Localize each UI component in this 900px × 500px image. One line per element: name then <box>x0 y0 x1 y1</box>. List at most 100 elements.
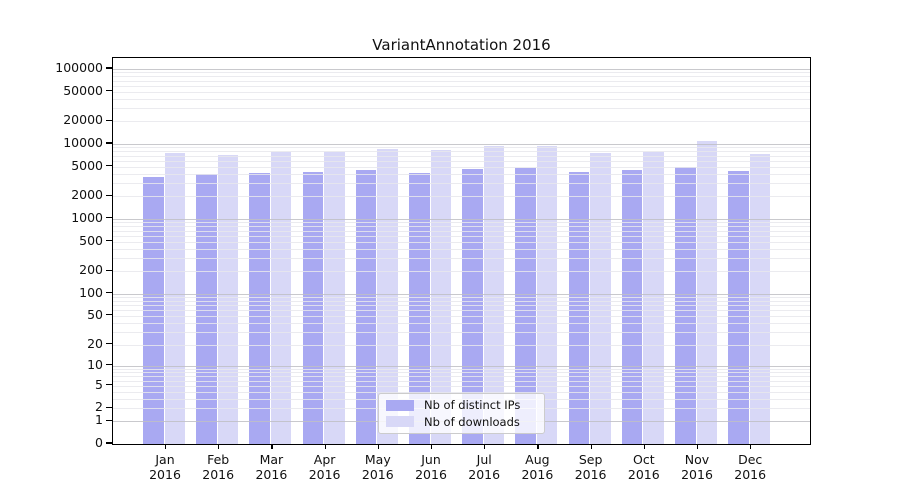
bar-distinct-ips-dec <box>728 170 749 444</box>
month-label: Aug <box>525 452 550 467</box>
x-tick-mark <box>537 444 539 449</box>
x-tick-mark <box>484 444 486 449</box>
y-tick-label: 1000 <box>71 209 103 225</box>
y-tick-label: 100000 <box>55 60 103 75</box>
month-label: Jun <box>421 452 441 467</box>
legend-label-downloads: Nb of downloads <box>424 414 520 429</box>
bar-downloads-dec <box>749 153 771 444</box>
month-label: Oct <box>632 452 655 467</box>
x-tick-mark <box>218 444 220 449</box>
month-label: Apr <box>313 452 336 467</box>
x-tick-label-feb: Feb 2016 <box>186 452 250 482</box>
y-tick-label: 20000 <box>63 112 103 128</box>
y-tick-label: 100 <box>79 284 103 300</box>
year-label: 2016 <box>627 467 660 482</box>
x-tick-mark <box>324 444 326 449</box>
bar-distinct-ips-sep <box>568 171 590 444</box>
bar-distinct-ips-may <box>355 170 377 444</box>
bar-distinct-ips-aug <box>515 168 536 444</box>
bar-distinct-ips-nov <box>675 166 696 444</box>
year-label: 2016 <box>681 467 713 482</box>
year-label: 2016 <box>734 467 767 482</box>
y-tick-label: 2 <box>95 399 103 415</box>
bar-distinct-ips-mar <box>249 172 270 444</box>
x-tick-label-sep: Sep 2016 <box>559 452 623 482</box>
month-label: Mar <box>259 452 284 467</box>
year-label: 2016 <box>468 467 501 482</box>
y-tick-mark <box>106 406 112 408</box>
x-tick-mark <box>271 444 273 449</box>
x-tick-label-nov: Nov 2016 <box>665 452 729 482</box>
legend-label-distinct-ips: Nb of distinct IPs <box>424 398 521 413</box>
y-tick-label: 20 <box>87 335 103 351</box>
bar-downloads-jun <box>430 150 451 444</box>
y-tick-label: 2000 <box>71 187 103 203</box>
y-tick-mark <box>106 119 112 121</box>
x-tick-label-jan: Jan 2016 <box>133 452 197 482</box>
chart-title: VariantAnnotation 2016 <box>372 36 551 54</box>
y-tick-label: 10000 <box>63 135 103 150</box>
year-label: 2016 <box>149 467 181 482</box>
bar-downloads-apr <box>324 152 345 444</box>
y-tick-mark <box>106 164 112 167</box>
y-tick-label: 200 <box>79 262 103 278</box>
x-tick-mark <box>750 444 752 449</box>
bar-downloads-nov <box>696 140 717 444</box>
y-tick-mark <box>106 142 112 144</box>
x-tick-label-mar: Mar 2016 <box>239 452 303 482</box>
x-tick-mark <box>165 444 167 449</box>
y-tick-mark <box>106 217 112 219</box>
x-tick-mark <box>377 444 379 449</box>
y-tick-mark <box>106 343 112 345</box>
y-tick-mark <box>106 292 112 294</box>
legend-swatch-distinct-ips <box>386 399 414 411</box>
x-tick-label-aug: Aug 2016 <box>505 452 569 482</box>
bar-distinct-ips-jul <box>462 168 483 444</box>
x-tick-mark <box>590 444 592 449</box>
bars-layer <box>113 58 810 444</box>
y-tick-label: 0 <box>95 435 103 450</box>
month-label: Feb <box>207 452 230 467</box>
plot-area: Nb of distinct IPs Nb of downloads <box>112 57 811 445</box>
x-tick-mark <box>431 444 433 449</box>
y-tick-mark <box>106 442 112 444</box>
y-axis: 100000 50000 20000 10000 5000 2000 1000 500 200 1… <box>0 57 112 450</box>
year-label: 2016 <box>521 467 554 482</box>
y-tick-mark <box>106 314 112 316</box>
year-label: 2016 <box>255 467 288 482</box>
y-tick-label: 5 <box>95 376 103 392</box>
year-label: 2016 <box>308 467 341 482</box>
bar-distinct-ips-jun <box>409 173 430 444</box>
x-tick-label-may: May 2016 <box>346 452 410 482</box>
y-tick-mark <box>106 239 112 242</box>
month-label: Jul <box>476 452 492 467</box>
month-label: Dec <box>738 452 763 467</box>
legend-entry-downloads: Nb of downloads <box>385 415 538 429</box>
x-tick-label-jul: Jul 2016 <box>452 452 516 482</box>
month-label: Sep <box>578 452 603 467</box>
month-label: Nov <box>684 452 710 467</box>
month-label: Jan <box>155 452 175 467</box>
bar-distinct-ips-feb <box>196 174 217 444</box>
bar-distinct-ips-oct <box>621 170 643 444</box>
bar-downloads-feb <box>217 155 239 444</box>
bar-distinct-ips-jan <box>143 176 164 444</box>
y-tick-label: 50000 <box>63 82 103 98</box>
y-tick-mark <box>106 364 112 366</box>
y-tick-mark <box>106 269 112 271</box>
x-tick-mark <box>697 444 699 449</box>
legend-entry-distinct-ips: Nb of distinct IPs <box>385 398 538 412</box>
x-tick-label-apr: Apr 2016 <box>293 452 357 482</box>
y-tick-label: 10 <box>87 356 103 372</box>
bar-downloads-mar <box>270 152 292 444</box>
x-tick-label-oct: Oct 2016 <box>612 452 676 482</box>
bar-downloads-sep <box>590 152 611 444</box>
bar-distinct-ips-apr <box>302 171 324 444</box>
legend: Nb of distinct IPs Nb of downloads <box>378 393 545 434</box>
y-tick-label: 50 <box>87 306 103 322</box>
y-tick-mark <box>106 67 112 69</box>
y-tick-label: 500 <box>79 232 103 248</box>
y-tick-label: 5000 <box>71 157 103 173</box>
x-axis: Jan 2016 Feb 2016 Mar 2016 Apr 2016 May 2016 Jun 20… <box>112 444 811 496</box>
